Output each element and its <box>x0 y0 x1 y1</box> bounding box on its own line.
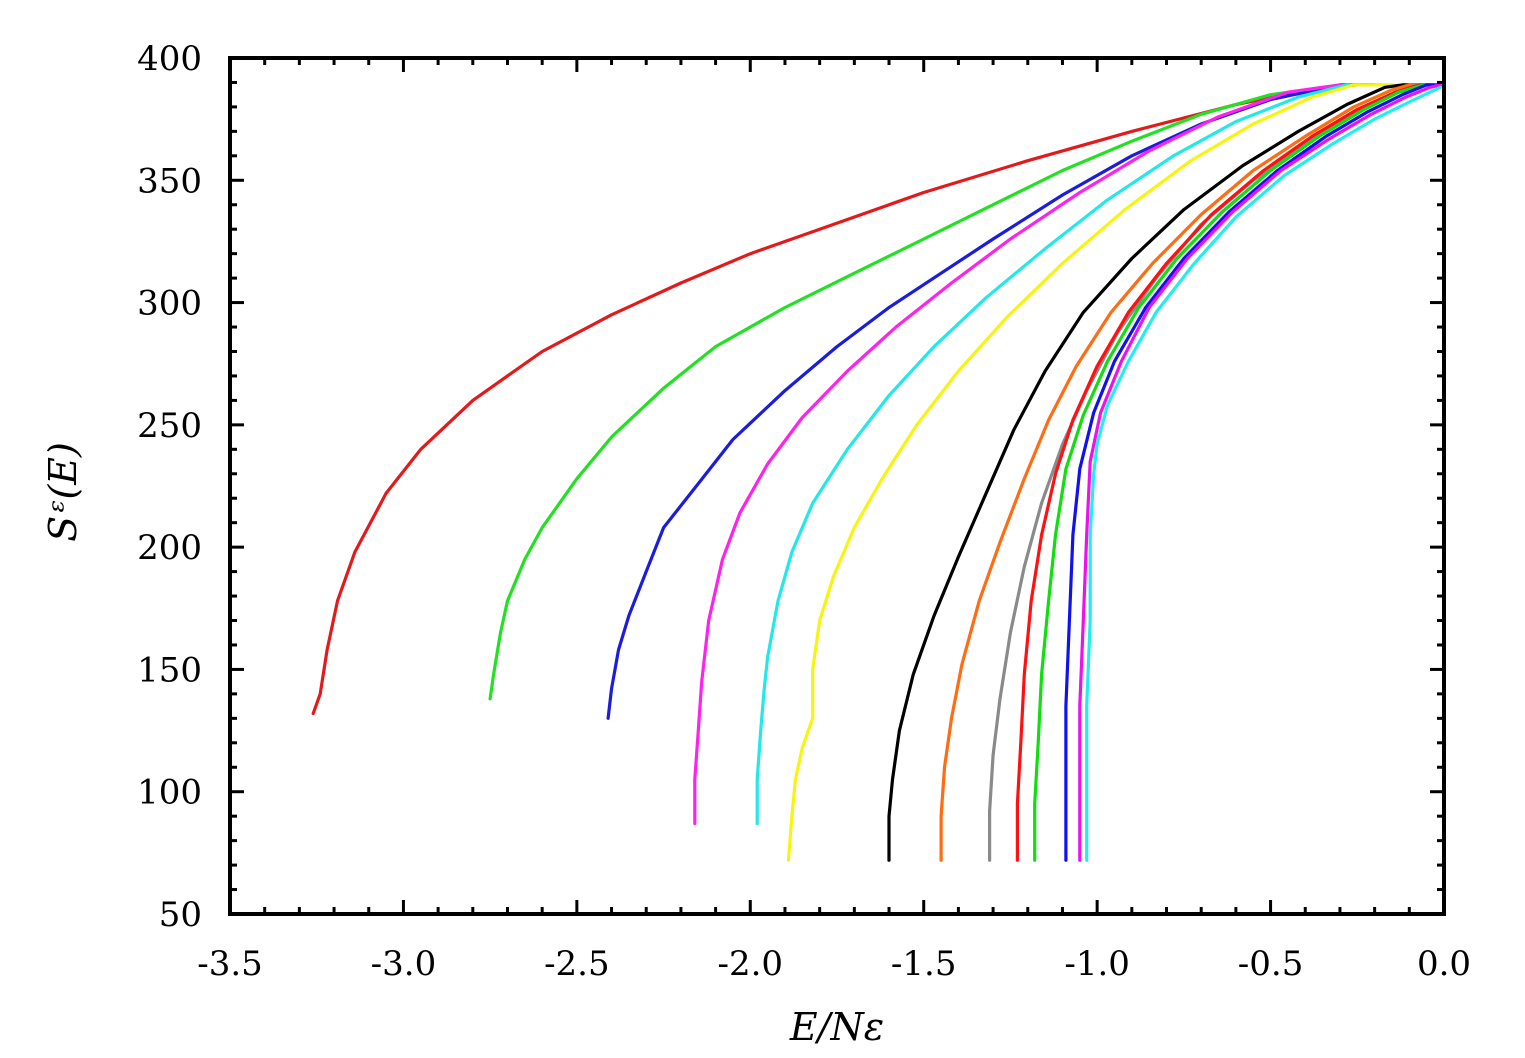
series-line-4 <box>693 83 1377 826</box>
series-line-12 <box>1064 83 1439 862</box>
y-tick-label: 50 <box>159 895 202 935</box>
x-tick-label: -3.5 <box>197 944 263 984</box>
y-tick-labels: 50 100 150 200 250 300 350 400 <box>137 39 202 935</box>
x-axis-label: E/Nε <box>789 1005 884 1049</box>
x-tick-label: -3.0 <box>371 944 437 984</box>
series-line-13 <box>1078 83 1443 862</box>
plot-frame <box>228 56 1446 916</box>
series-line-7 <box>887 83 1418 862</box>
series-line-2 <box>488 83 1377 701</box>
series-layer <box>311 83 1443 862</box>
y-axis-label: Sᵋ(E) <box>41 442 85 542</box>
y-tick-label: 200 <box>137 528 202 568</box>
x-tick-label: -2.0 <box>718 944 784 984</box>
y-tick-label: 300 <box>137 284 202 324</box>
series-line-8 <box>939 83 1425 862</box>
x-tick-label: 0.0 <box>1417 944 1471 984</box>
y-tick-label: 400 <box>137 39 202 79</box>
x-tick-labels: -3.5 -3.0 -2.5 -2.0 -1.5 -1.0 -0.5 0.0 <box>197 944 1471 984</box>
series-line-6 <box>786 83 1394 862</box>
series-line-11 <box>1033 83 1436 862</box>
tick-marks <box>228 56 1446 916</box>
series-line-14 <box>1085 85 1443 862</box>
x-tick-label: -1.5 <box>891 944 957 984</box>
x-tick-label: -0.5 <box>1238 944 1304 984</box>
x-tick-label: -1.0 <box>1064 944 1130 984</box>
y-tick-label: 350 <box>137 161 202 201</box>
series-line-5 <box>755 83 1384 826</box>
series-line-10 <box>1015 83 1432 862</box>
y-tick-label: 150 <box>137 650 202 690</box>
y-tick-label: 100 <box>137 773 202 813</box>
x-tick-label: -2.5 <box>544 944 610 984</box>
y-tick-label: 250 <box>137 406 202 446</box>
series-line-1 <box>311 83 1359 716</box>
